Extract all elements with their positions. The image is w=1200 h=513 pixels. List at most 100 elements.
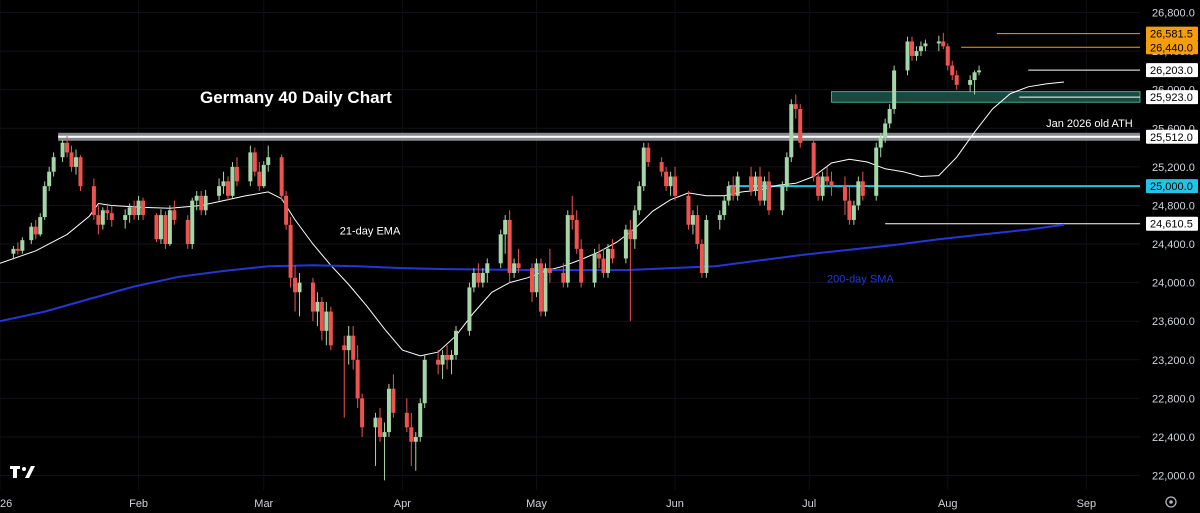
candle bbox=[328, 311, 333, 346]
candle bbox=[945, 46, 950, 66]
candle bbox=[65, 142, 70, 153]
candle bbox=[404, 412, 409, 428]
candle bbox=[467, 287, 472, 331]
candle bbox=[798, 108, 803, 143]
candle bbox=[471, 272, 476, 288]
candle bbox=[449, 354, 454, 360]
y-tick-label: 26,800.0 bbox=[1152, 8, 1195, 20]
x-tick-label: Jun bbox=[666, 498, 684, 510]
x-tick-label: Feb bbox=[129, 498, 148, 510]
candle bbox=[816, 176, 821, 196]
candle bbox=[127, 207, 132, 216]
candle bbox=[686, 195, 691, 225]
candle bbox=[543, 268, 548, 312]
candle bbox=[351, 335, 356, 360]
annotation-label: 21-day EMA bbox=[340, 225, 401, 237]
candle bbox=[623, 229, 628, 259]
candle bbox=[319, 301, 324, 331]
candle bbox=[592, 253, 597, 283]
level-label-box bbox=[1146, 63, 1198, 78]
candle bbox=[69, 152, 74, 167]
candle bbox=[413, 436, 418, 442]
grid bbox=[0, 0, 1140, 490]
candle bbox=[386, 388, 391, 433]
candle bbox=[856, 181, 861, 206]
candle bbox=[829, 181, 834, 187]
candle bbox=[11, 248, 16, 254]
y-tick-label: 22,400.0 bbox=[1152, 432, 1195, 444]
annotation-label: Jan 2026 old ATH bbox=[1046, 118, 1133, 130]
candle bbox=[257, 171, 262, 187]
candle bbox=[825, 176, 830, 182]
x-tick-label: Aug bbox=[938, 498, 958, 510]
level-label: 25,512.0 bbox=[1150, 132, 1193, 144]
chart-title: Germany 40 Daily Chart bbox=[200, 88, 392, 107]
candle bbox=[167, 210, 172, 245]
candle bbox=[20, 240, 25, 251]
candle bbox=[190, 200, 195, 245]
candle bbox=[29, 226, 34, 241]
candle bbox=[217, 186, 222, 196]
y-tick-label: 24,800.0 bbox=[1152, 200, 1195, 212]
y-tick-label: 23,200.0 bbox=[1152, 355, 1195, 367]
candle bbox=[704, 219, 709, 273]
candle bbox=[610, 248, 615, 259]
candle bbox=[717, 215, 722, 220]
candle bbox=[261, 164, 266, 187]
candle bbox=[972, 72, 977, 81]
x-tick-label: 2026 bbox=[0, 498, 12, 510]
settings-icon[interactable] bbox=[1165, 496, 1177, 508]
candles bbox=[11, 32, 982, 481]
candle bbox=[842, 186, 847, 201]
candle bbox=[163, 215, 168, 245]
candle bbox=[892, 70, 897, 109]
candle bbox=[297, 282, 302, 293]
candle bbox=[293, 277, 298, 293]
candle bbox=[659, 162, 664, 172]
candle bbox=[109, 213, 114, 220]
candle bbox=[355, 359, 360, 399]
candle bbox=[530, 268, 534, 293]
candle bbox=[476, 272, 481, 283]
candle bbox=[579, 248, 584, 283]
candle bbox=[561, 272, 566, 283]
candle bbox=[284, 195, 289, 225]
candle bbox=[726, 186, 731, 201]
candle bbox=[597, 253, 602, 259]
candle bbox=[203, 195, 208, 211]
candle bbox=[199, 195, 204, 211]
candle bbox=[860, 181, 865, 196]
y-tick-label: 24,400.0 bbox=[1152, 239, 1195, 251]
candle bbox=[38, 217, 43, 235]
candle bbox=[758, 176, 762, 201]
candle bbox=[749, 176, 754, 191]
candle bbox=[422, 359, 427, 404]
x-tick-label: Sep bbox=[1077, 498, 1097, 510]
level-label: 26,203.0 bbox=[1150, 65, 1193, 77]
x-tick-label: Mar bbox=[254, 498, 273, 510]
candle bbox=[346, 335, 351, 351]
candle bbox=[234, 166, 239, 182]
x-axis: 2026 Feb Mar Apr May Jun Jul Aug Sep bbox=[0, 498, 1096, 510]
candle bbox=[883, 123, 888, 138]
level-label: 26,440.0 bbox=[1150, 42, 1193, 54]
candle bbox=[485, 263, 490, 273]
x-tick-label: Apr bbox=[394, 498, 411, 510]
y-tick-label: 24,000.0 bbox=[1152, 278, 1195, 290]
candle bbox=[735, 176, 740, 196]
candle bbox=[51, 157, 56, 172]
candle bbox=[910, 41, 914, 56]
candle bbox=[373, 417, 378, 428]
candle bbox=[436, 359, 441, 365]
candle bbox=[185, 219, 190, 245]
candle bbox=[378, 417, 382, 437]
candle bbox=[874, 147, 879, 196]
candle bbox=[324, 311, 329, 331]
candle bbox=[445, 354, 450, 360]
candle bbox=[221, 181, 226, 187]
level-label-box bbox=[1146, 129, 1198, 144]
y-axis: 22,000.0 22,400.0 22,800.0 23,200.0 23,600.0… bbox=[1152, 8, 1195, 483]
candle bbox=[279, 157, 284, 196]
candle bbox=[601, 258, 606, 273]
tradingview-logo[interactable] bbox=[10, 466, 35, 478]
